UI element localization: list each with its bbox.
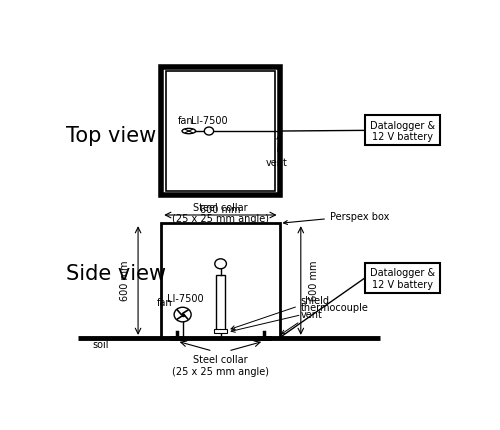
Bar [365, 264, 440, 293]
Text: thermocouple: thermocouple [231, 302, 368, 332]
Text: Top view: Top view [66, 126, 156, 146]
Text: Side view: Side view [66, 264, 166, 283]
Text: Datalogger &
12 V battery: Datalogger & 12 V battery [370, 120, 435, 142]
Text: fan: fan [158, 297, 173, 307]
Text: Steel collar
(25 x 25 mm angle): Steel collar (25 x 25 mm angle) [172, 202, 269, 224]
Text: Datalogger &
12 V battery: Datalogger & 12 V battery [370, 267, 435, 289]
Text: Steel collar
(25 x 25 mm angle): Steel collar (25 x 25 mm angle) [172, 355, 269, 376]
Text: 600 mm: 600 mm [120, 260, 130, 300]
Text: fan: fan [178, 116, 194, 126]
Text: vent: vent [282, 309, 323, 334]
Bar [216, 275, 225, 332]
Circle shape [215, 259, 226, 269]
Text: shield: shield [231, 295, 330, 330]
Text: soil: soil [92, 340, 109, 350]
Circle shape [174, 307, 191, 322]
Bar [214, 329, 228, 333]
Text: 600 mm: 600 mm [200, 205, 241, 215]
Ellipse shape [182, 129, 196, 134]
Text: Perspex box: Perspex box [284, 211, 389, 225]
Bar [166, 72, 275, 192]
Text: LI-7500: LI-7500 [166, 293, 203, 303]
Text: 600 mm: 600 mm [308, 260, 318, 300]
Bar [162, 68, 280, 196]
Text: vent: vent [266, 136, 288, 168]
Text: LI-7500: LI-7500 [190, 116, 228, 126]
Bar [162, 224, 280, 338]
Bar [365, 116, 440, 146]
Circle shape [204, 128, 214, 136]
